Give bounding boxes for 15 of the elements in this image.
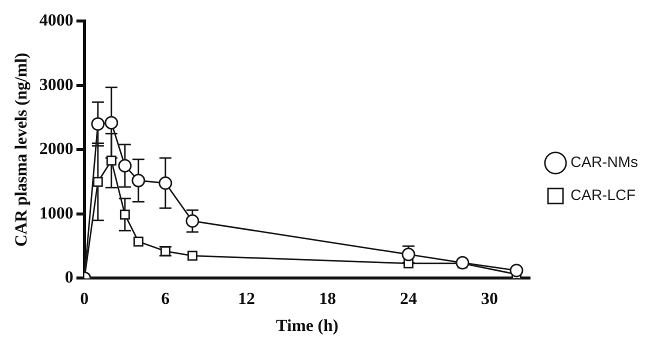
x-tick-label: 6 [161,288,170,308]
x-axis-title: Time (h) [276,316,338,336]
y-tick-label: 2000 [39,139,74,158]
y-tick-label: 4000 [39,10,74,30]
legend-label: CAR-LCF [570,187,636,204]
x-tick-label: 12 [238,288,255,308]
legend-label: CAR-NMs [570,154,638,172]
y-tick-label: 0 [64,268,74,287]
x-tick-label: 30 [481,288,498,308]
y-tick-label: 3000 [39,74,74,94]
x-tick-label: 24 [400,288,418,308]
y-axis-title: CAR plasma levels (ng/ml) [12,52,31,247]
y-tick-label: 1000 [39,203,74,222]
x-tick-label: 18 [318,288,336,308]
x-tick-label: 0 [80,288,89,308]
